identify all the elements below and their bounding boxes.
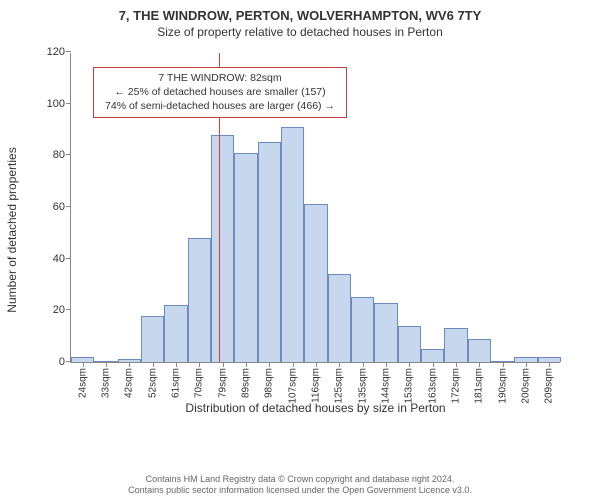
x-tick-label: 52sqm <box>147 368 158 398</box>
x-tick-label: 181sqm <box>474 368 485 404</box>
x-tick-label: 33sqm <box>101 368 112 398</box>
x-tick-label: 135sqm <box>357 368 368 404</box>
y-axis-label: Number of detached properties <box>5 147 19 312</box>
histogram-bar <box>234 153 257 362</box>
histogram-bar <box>468 339 491 362</box>
annotation-line-2: ← 25% of detached houses are smaller (15… <box>100 85 340 99</box>
x-tick-mark <box>433 362 434 367</box>
histogram-bar <box>258 142 281 362</box>
page-title-address: 7, THE WINDROW, PERTON, WOLVERHAMPTON, W… <box>0 0 600 23</box>
x-tick-label: 116sqm <box>311 368 322 403</box>
x-tick-label: 125sqm <box>334 368 345 404</box>
x-tick-label: 163sqm <box>427 368 438 404</box>
y-tick-label: 80 <box>53 149 65 161</box>
x-tick-label: 79sqm <box>217 368 228 398</box>
x-tick-mark <box>503 362 504 367</box>
x-tick-mark <box>409 362 410 367</box>
histogram-bar <box>141 316 164 363</box>
x-tick-mark <box>83 362 84 367</box>
x-tick-label: 144sqm <box>381 368 392 404</box>
footer-line-1: Contains HM Land Registry data © Crown c… <box>0 474 600 485</box>
histogram-bar <box>398 326 421 362</box>
y-tick-label: 60 <box>53 201 65 213</box>
annotation-box: 7 THE WINDROW: 82sqm ← 25% of detached h… <box>93 67 347 118</box>
x-tick-mark <box>269 362 270 367</box>
x-tick-mark <box>549 362 550 367</box>
y-tick-label: 100 <box>47 98 65 110</box>
x-tick-mark <box>129 362 130 367</box>
histogram-bar <box>444 328 467 362</box>
y-tick-label: 20 <box>53 304 65 316</box>
x-tick-label: 89sqm <box>241 368 252 398</box>
y-tick-label: 40 <box>53 253 65 265</box>
x-tick-label: 24sqm <box>77 368 88 398</box>
x-tick-mark <box>316 362 317 367</box>
x-tick-mark <box>526 362 527 367</box>
x-tick-mark <box>479 362 480 367</box>
annotation-line-1: 7 THE WINDROW: 82sqm <box>100 71 340 85</box>
histogram-bar <box>188 238 211 362</box>
x-axis-label: Distribution of detached houses by size … <box>185 401 445 415</box>
x-tick-mark <box>176 362 177 367</box>
x-tick-label: 209sqm <box>544 368 555 404</box>
x-tick-mark <box>106 362 107 367</box>
x-tick-label: 70sqm <box>194 368 205 398</box>
footer-attribution: Contains HM Land Registry data © Crown c… <box>0 474 600 497</box>
x-tick-mark <box>246 362 247 367</box>
y-tick-mark <box>66 51 71 52</box>
plot-area: 020406080100120 24sqm33sqm42sqm52sqm61sq… <box>70 53 560 363</box>
x-tick-mark <box>339 362 340 367</box>
histogram-bar <box>351 297 374 362</box>
x-tick-mark <box>223 362 224 367</box>
histogram-bar <box>374 303 397 362</box>
histogram-bar <box>211 135 234 362</box>
footer-line-2: Contains public sector information licen… <box>0 485 600 496</box>
x-tick-label: 200sqm <box>521 368 532 404</box>
x-tick-mark <box>153 362 154 367</box>
histogram-bar <box>421 349 444 362</box>
x-tick-mark <box>293 362 294 367</box>
annotation-line-3: 74% of semi-detached houses are larger (… <box>100 99 340 113</box>
x-tick-mark <box>363 362 364 367</box>
histogram-bar <box>164 305 187 362</box>
histogram-bar <box>304 204 327 362</box>
x-tick-label: 190sqm <box>497 368 508 404</box>
x-tick-mark <box>456 362 457 367</box>
x-tick-mark <box>386 362 387 367</box>
x-tick-label: 42sqm <box>124 368 135 398</box>
x-tick-label: 61sqm <box>171 368 182 398</box>
y-tick-label: 0 <box>59 356 65 368</box>
histogram-bar <box>328 274 351 362</box>
histogram-chart: Number of detached properties 0204060801… <box>50 45 570 415</box>
x-tick-label: 98sqm <box>264 368 275 398</box>
y-tick-label: 120 <box>47 46 65 58</box>
x-tick-mark <box>199 362 200 367</box>
x-tick-label: 172sqm <box>451 368 462 404</box>
x-tick-label: 107sqm <box>287 368 298 404</box>
page-subtitle: Size of property relative to detached ho… <box>0 23 600 39</box>
x-tick-label: 153sqm <box>404 368 415 404</box>
histogram-bar <box>281 127 304 362</box>
